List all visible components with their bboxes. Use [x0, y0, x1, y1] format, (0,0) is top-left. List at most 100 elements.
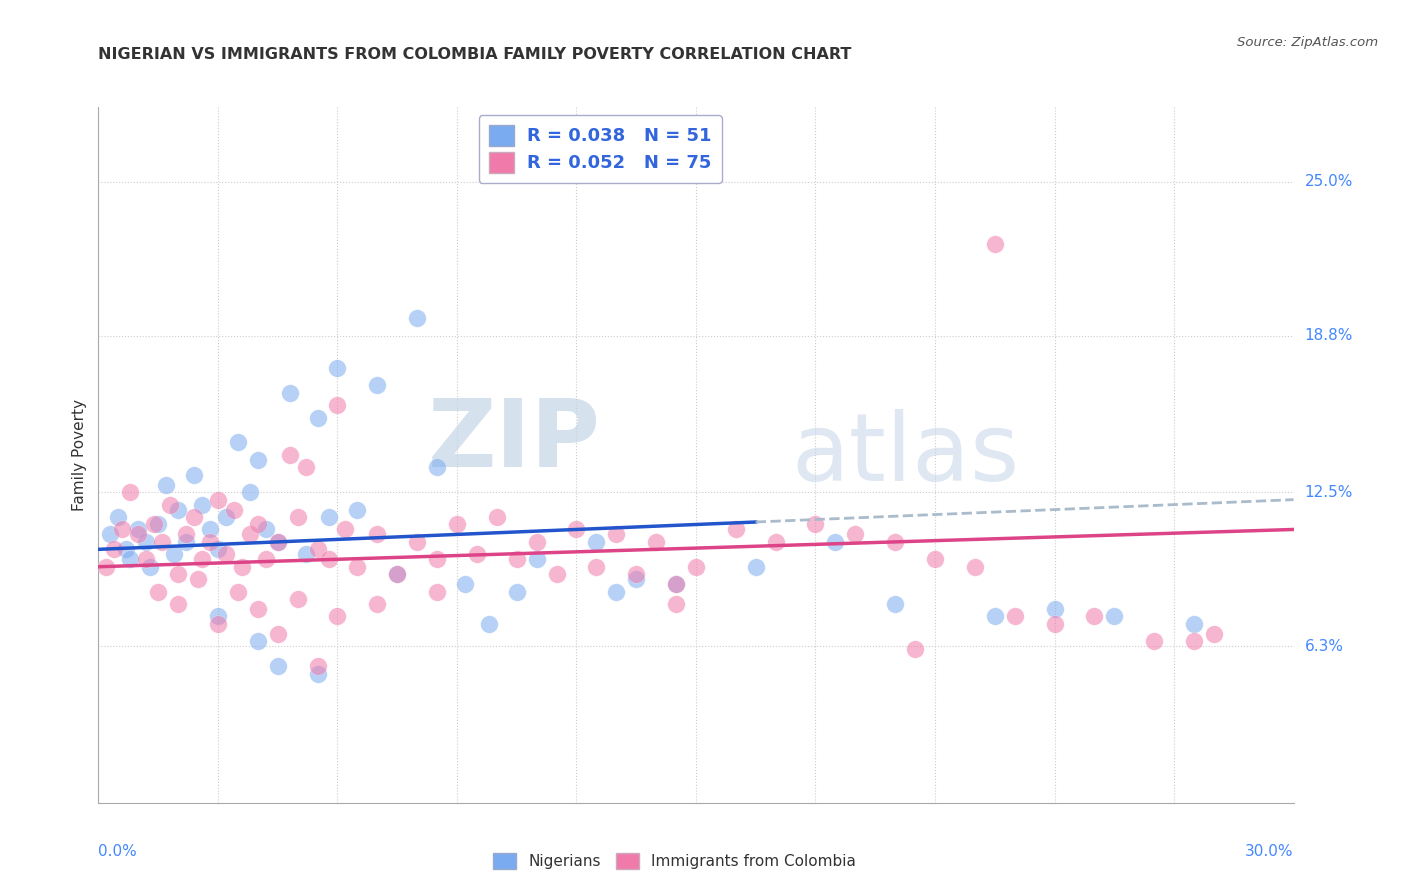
Point — [267, 659, 290, 673]
Point — [239, 485, 262, 500]
Point — [645, 535, 668, 549]
Point — [207, 542, 229, 557]
Point — [605, 527, 627, 541]
Point — [924, 552, 946, 566]
Y-axis label: Family Poverty: Family Poverty — [72, 399, 87, 511]
Point — [287, 592, 309, 607]
Point — [478, 616, 501, 631]
Point — [239, 527, 262, 541]
Point — [159, 498, 181, 512]
Point — [307, 659, 329, 673]
Point — [426, 552, 449, 566]
Point — [267, 627, 290, 641]
Point — [287, 510, 309, 524]
Text: 25.0%: 25.0% — [1305, 174, 1353, 189]
Text: atlas: atlas — [792, 409, 1019, 501]
Point — [724, 523, 747, 537]
Point — [222, 502, 245, 516]
Point — [605, 584, 627, 599]
Point — [120, 552, 142, 566]
Point — [231, 559, 253, 574]
Point — [120, 485, 142, 500]
Point — [215, 547, 238, 561]
Point — [1182, 634, 1205, 648]
Point — [294, 460, 316, 475]
Point — [1083, 609, 1105, 624]
Point — [346, 502, 368, 516]
Point — [884, 535, 907, 549]
Legend: Nigerians, Immigrants from Colombia: Nigerians, Immigrants from Colombia — [488, 847, 862, 875]
Point — [111, 523, 134, 537]
Point — [685, 559, 707, 574]
Point — [254, 552, 277, 566]
Point — [1143, 634, 1166, 648]
Point — [127, 527, 149, 541]
Point — [585, 559, 607, 574]
Point — [198, 535, 221, 549]
Point — [207, 609, 229, 624]
Point — [546, 567, 568, 582]
Point — [366, 378, 388, 392]
Point — [824, 535, 846, 549]
Point — [983, 609, 1005, 624]
Point — [884, 597, 907, 611]
Point — [115, 542, 138, 557]
Point — [183, 510, 205, 524]
Text: ZIP: ZIP — [427, 395, 600, 487]
Point — [163, 547, 186, 561]
Point — [278, 448, 301, 462]
Point — [406, 311, 429, 326]
Point — [1104, 609, 1126, 624]
Text: 12.5%: 12.5% — [1305, 484, 1353, 500]
Point — [148, 584, 170, 599]
Point — [506, 584, 529, 599]
Point — [148, 517, 170, 532]
Point — [844, 527, 866, 541]
Point — [1182, 616, 1205, 631]
Point — [135, 535, 157, 549]
Point — [127, 523, 149, 537]
Text: 6.3%: 6.3% — [1305, 639, 1344, 654]
Point — [665, 577, 688, 591]
Point — [207, 492, 229, 507]
Point — [187, 572, 209, 586]
Point — [96, 559, 118, 574]
Point — [207, 616, 229, 631]
Point — [804, 517, 827, 532]
Legend: R = 0.038   N = 51, R = 0.052   N = 75: R = 0.038 N = 51, R = 0.052 N = 75 — [479, 115, 721, 183]
Text: 18.8%: 18.8% — [1305, 328, 1353, 343]
Point — [326, 398, 349, 412]
Point — [385, 567, 409, 582]
Point — [385, 567, 409, 582]
Point — [215, 510, 238, 524]
Point — [198, 523, 221, 537]
Point — [174, 535, 197, 549]
Point — [191, 552, 214, 566]
Point — [294, 547, 316, 561]
Point — [267, 535, 290, 549]
Point — [318, 552, 340, 566]
Point — [98, 527, 122, 541]
Point — [565, 523, 588, 537]
Point — [665, 577, 688, 591]
Point — [963, 559, 986, 574]
Point — [155, 477, 177, 491]
Point — [254, 523, 277, 537]
Point — [174, 527, 197, 541]
Point — [103, 542, 125, 557]
Point — [139, 559, 162, 574]
Point — [307, 666, 329, 681]
Point — [1043, 602, 1066, 616]
Text: NIGERIAN VS IMMIGRANTS FROM COLOMBIA FAMILY POVERTY CORRELATION CHART: NIGERIAN VS IMMIGRANTS FROM COLOMBIA FAM… — [98, 47, 852, 62]
Point — [226, 435, 249, 450]
Point — [318, 510, 340, 524]
Point — [246, 634, 269, 648]
Point — [983, 236, 1005, 251]
Point — [183, 467, 205, 482]
Point — [307, 410, 329, 425]
Point — [167, 597, 190, 611]
Point — [326, 609, 349, 624]
Point — [426, 584, 449, 599]
Point — [246, 453, 269, 467]
Point — [446, 517, 468, 532]
